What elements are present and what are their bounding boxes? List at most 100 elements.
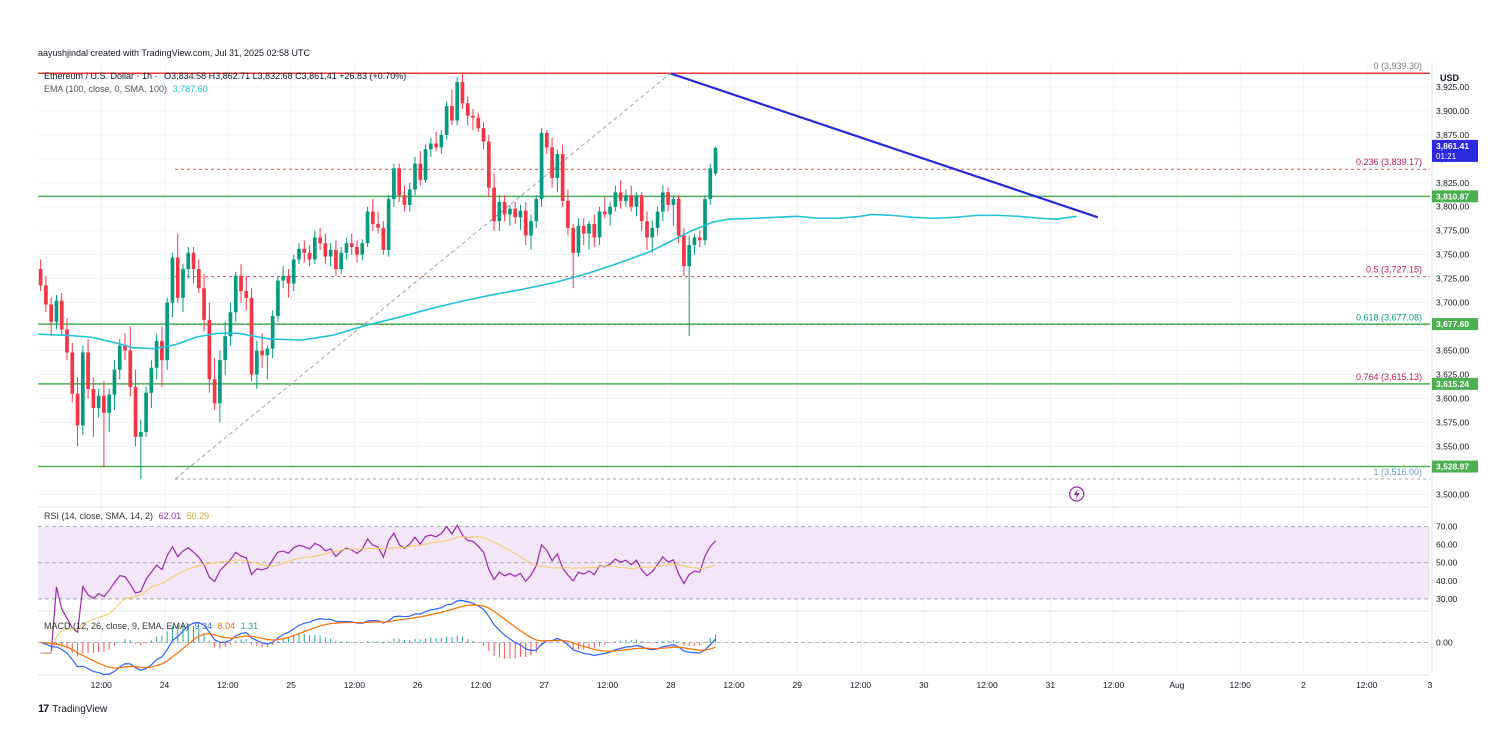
candle[interactable] (703, 195, 707, 246)
candle[interactable] (160, 326, 164, 387)
candle[interactable] (624, 189, 628, 207)
candle[interactable] (544, 130, 549, 155)
candle[interactable] (334, 240, 338, 276)
candle[interactable] (539, 128, 544, 207)
candle[interactable] (597, 206, 602, 246)
candle[interactable] (560, 144, 565, 207)
candle[interactable] (323, 233, 328, 265)
candle[interactable] (96, 388, 101, 418)
candle[interactable] (344, 237, 349, 260)
candle[interactable] (708, 163, 713, 205)
candle[interactable] (660, 185, 665, 222)
candle[interactable] (270, 310, 275, 359)
candle[interactable] (276, 275, 280, 322)
tradingview-brand[interactable]: 17 TradingView (38, 703, 107, 715)
candle[interactable] (481, 122, 486, 150)
candle[interactable] (123, 333, 127, 361)
trendline-segment[interactable] (670, 72, 1099, 219)
candle[interactable] (676, 195, 681, 244)
candle[interactable] (281, 266, 286, 289)
candle[interactable] (265, 345, 270, 380)
candle[interactable] (450, 89, 454, 126)
candle[interactable] (529, 214, 533, 250)
candle[interactable] (428, 137, 433, 157)
candle[interactable] (682, 227, 686, 276)
candle[interactable] (608, 201, 612, 226)
candle[interactable] (386, 195, 391, 257)
trendline[interactable] (670, 72, 1099, 219)
candle[interactable] (666, 187, 670, 212)
candle[interactable] (112, 360, 117, 410)
candle[interactable] (370, 199, 375, 231)
candle[interactable] (218, 350, 222, 423)
candle[interactable] (713, 146, 718, 176)
candle[interactable] (202, 273, 206, 332)
candle[interactable] (254, 340, 259, 389)
candle[interactable] (59, 293, 64, 336)
candle[interactable] (587, 221, 591, 250)
candle[interactable] (497, 195, 502, 231)
candle[interactable] (186, 247, 191, 279)
rsi-pane[interactable] (38, 524, 1430, 654)
candle[interactable] (492, 173, 496, 231)
candle[interactable] (318, 227, 322, 250)
candle[interactable] (402, 185, 407, 212)
candle[interactable] (655, 206, 660, 236)
candle[interactable] (196, 259, 201, 294)
candle[interactable] (65, 317, 69, 361)
candle[interactable] (697, 230, 702, 248)
candle[interactable] (80, 345, 85, 435)
candle[interactable] (144, 386, 148, 437)
candle[interactable] (286, 269, 291, 298)
candle[interactable] (260, 333, 264, 368)
candle[interactable] (618, 179, 623, 209)
candle[interactable] (165, 297, 170, 370)
candle[interactable] (365, 206, 370, 248)
candle[interactable] (307, 245, 312, 267)
candle[interactable] (581, 218, 586, 246)
candle[interactable] (418, 151, 423, 186)
candle[interactable] (154, 333, 159, 380)
candle[interactable] (650, 220, 655, 253)
candle[interactable] (107, 388, 112, 433)
candle[interactable] (455, 77, 460, 126)
candle[interactable] (523, 201, 528, 246)
candle[interactable] (602, 197, 607, 219)
candle[interactable] (634, 192, 639, 217)
candle[interactable] (629, 185, 634, 212)
candle[interactable] (355, 240, 359, 263)
alert-bolt-icon[interactable] (1069, 486, 1085, 502)
candle[interactable] (181, 264, 185, 313)
candle[interactable] (434, 131, 438, 152)
candle[interactable] (639, 192, 644, 231)
last-price-badge[interactable] (1432, 139, 1478, 162)
candle[interactable] (75, 377, 80, 447)
candle[interactable] (502, 195, 507, 222)
candle[interactable] (91, 377, 96, 437)
candle[interactable] (291, 254, 296, 292)
candle[interactable] (328, 243, 333, 267)
candle[interactable] (339, 247, 344, 274)
candle[interactable] (228, 302, 233, 346)
candle[interactable] (687, 235, 692, 337)
candle[interactable] (518, 204, 523, 230)
candle[interactable] (460, 73, 465, 109)
candle[interactable] (349, 233, 354, 255)
price-axis[interactable]: 3,925.003,900.003,875.003,850.003,825.00… (1432, 82, 1478, 648)
candle[interactable] (566, 189, 570, 236)
time-axis[interactable]: 12:00 24 12:00 25 12:00 26 12:00 27 12:00 28 12:00… (91, 680, 1433, 690)
candle[interactable] (534, 195, 539, 228)
candle[interactable] (175, 233, 180, 303)
candle[interactable] (239, 264, 243, 303)
candle[interactable] (508, 204, 512, 226)
candle[interactable] (671, 195, 676, 226)
candle[interactable] (360, 239, 365, 261)
candle[interactable] (550, 137, 554, 188)
candle[interactable] (149, 360, 154, 409)
candle[interactable] (133, 369, 138, 447)
candle[interactable] (138, 419, 143, 479)
candle[interactable] (407, 182, 412, 212)
candle[interactable] (381, 221, 386, 255)
candle[interactable] (555, 149, 560, 193)
candle[interactable] (70, 342, 75, 403)
